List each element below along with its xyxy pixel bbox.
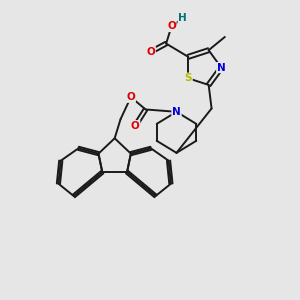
Text: O: O xyxy=(131,121,140,130)
Text: N: N xyxy=(217,63,226,73)
Text: O: O xyxy=(127,92,135,102)
Text: O: O xyxy=(146,47,155,57)
Text: O: O xyxy=(146,47,155,57)
Text: N: N xyxy=(217,63,226,73)
Text: O: O xyxy=(131,121,140,130)
Text: N: N xyxy=(172,107,181,117)
Text: O: O xyxy=(167,22,176,32)
Text: O: O xyxy=(167,22,176,32)
Text: O: O xyxy=(127,92,135,102)
Text: H: H xyxy=(178,13,187,23)
Text: S: S xyxy=(184,73,192,83)
Text: H: H xyxy=(178,13,187,23)
Text: N: N xyxy=(172,107,181,117)
Text: S: S xyxy=(184,73,192,83)
